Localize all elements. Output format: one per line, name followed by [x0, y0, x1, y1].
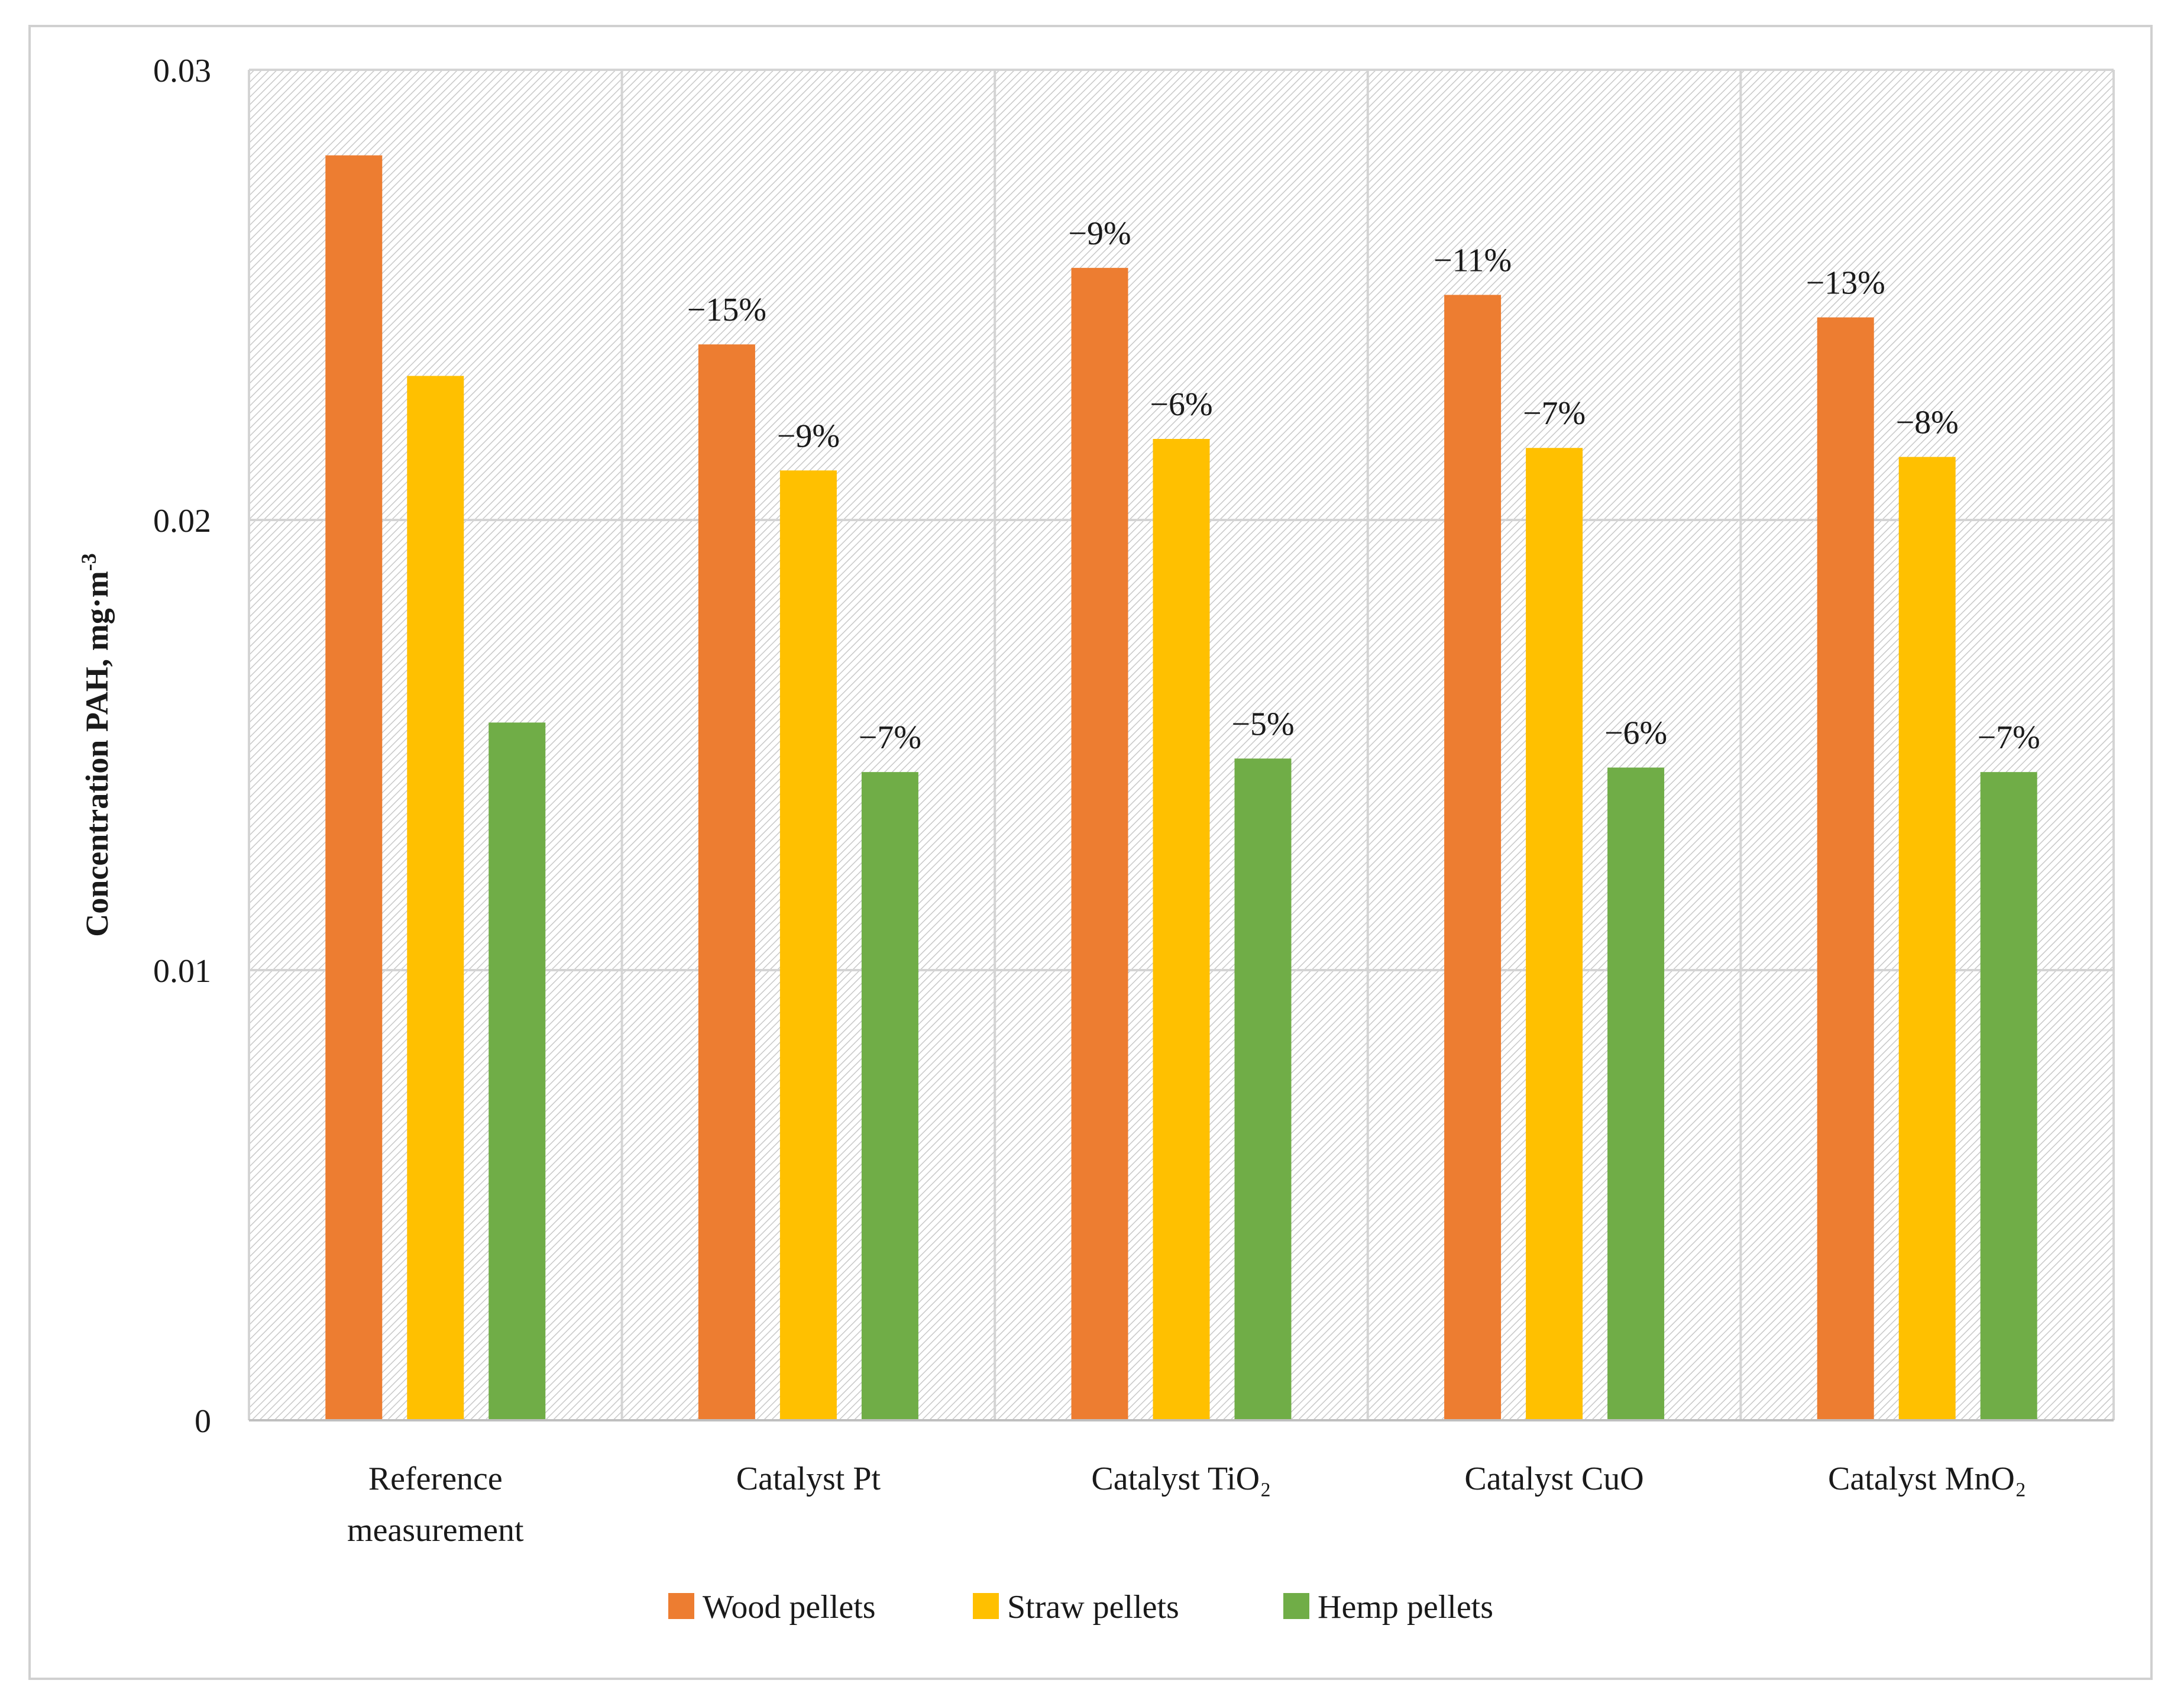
y-axis-title-text: Concentration PAH, mg·m [79, 571, 115, 936]
data-label: −7% [1978, 719, 2040, 756]
legend-label: Straw pellets [1007, 1589, 1179, 1626]
data-label: −9% [777, 418, 840, 454]
x-category-label: Catalyst CuO [1464, 1461, 1643, 1497]
bar-hemp-pellets [1980, 772, 2037, 1420]
y-axis-title-superscript: -3 [77, 553, 101, 571]
legend-label: Wood pellets [703, 1589, 876, 1626]
bar-straw-pellets [779, 470, 837, 1420]
x-category-label-line2: measurement [347, 1512, 524, 1549]
data-label: −11% [1434, 243, 1512, 279]
bar-straw-pellets [1526, 448, 1583, 1420]
bar-hemp-pellets [861, 772, 918, 1420]
y-axis-title: Concentration PAH, mg·m-3 [77, 553, 115, 936]
bars [325, 155, 2037, 1421]
y-tick-label: 0.03 [153, 53, 211, 89]
y-tick-label: 0.02 [153, 503, 211, 539]
x-category-label: Catalyst TiO₂ [1091, 1461, 1271, 1497]
data-label: −5% [1231, 706, 1294, 742]
data-label: −6% [1604, 715, 1667, 752]
data-label: −8% [1896, 404, 1959, 441]
bar-straw-pellets [1153, 439, 1210, 1420]
bar-straw-pellets [1898, 457, 1956, 1421]
data-label: −6% [1150, 386, 1212, 423]
legend-label: Hemp pellets [1318, 1589, 1493, 1626]
bar-wood-pellets [1444, 295, 1502, 1420]
data-label: −15% [687, 292, 766, 328]
data-labels: −15% −9% −7% −9% −6% −5% −11% −7% −6% −13% −8% −7% [687, 215, 2040, 756]
y-tick-label: 0.01 [153, 953, 211, 990]
x-category-label: Catalyst MnO₂ [1828, 1461, 2026, 1497]
data-label: −7% [859, 719, 921, 756]
bar-hemp-pellets [1234, 758, 1292, 1420]
bar-straw-pellets [407, 376, 464, 1420]
bar-wood-pellets [325, 155, 383, 1420]
legend: Wood pellets Straw pellets Hemp pellets [668, 1589, 1493, 1626]
legend-swatch [668, 1593, 694, 1619]
bar-hemp-pellets [1607, 767, 1665, 1420]
bar-wood-pellets [1817, 317, 1874, 1420]
bar-wood-pellets [1071, 267, 1128, 1421]
legend-swatch [973, 1593, 999, 1619]
x-category-label: Reference [368, 1461, 503, 1497]
x-category-label: Catalyst Pt [736, 1461, 881, 1497]
data-label: −13% [1806, 265, 1885, 302]
data-label: −7% [1523, 395, 1586, 432]
legend-swatch [1283, 1593, 1309, 1619]
data-label: −9% [1068, 215, 1131, 252]
bar-wood-pellets [698, 344, 755, 1421]
bar-hemp-pellets [488, 722, 546, 1420]
axes: 0 0.01 0.02 0.03 Reference measurement Catalys… [153, 53, 2114, 1549]
y-tick-label: 0 [195, 1403, 211, 1440]
